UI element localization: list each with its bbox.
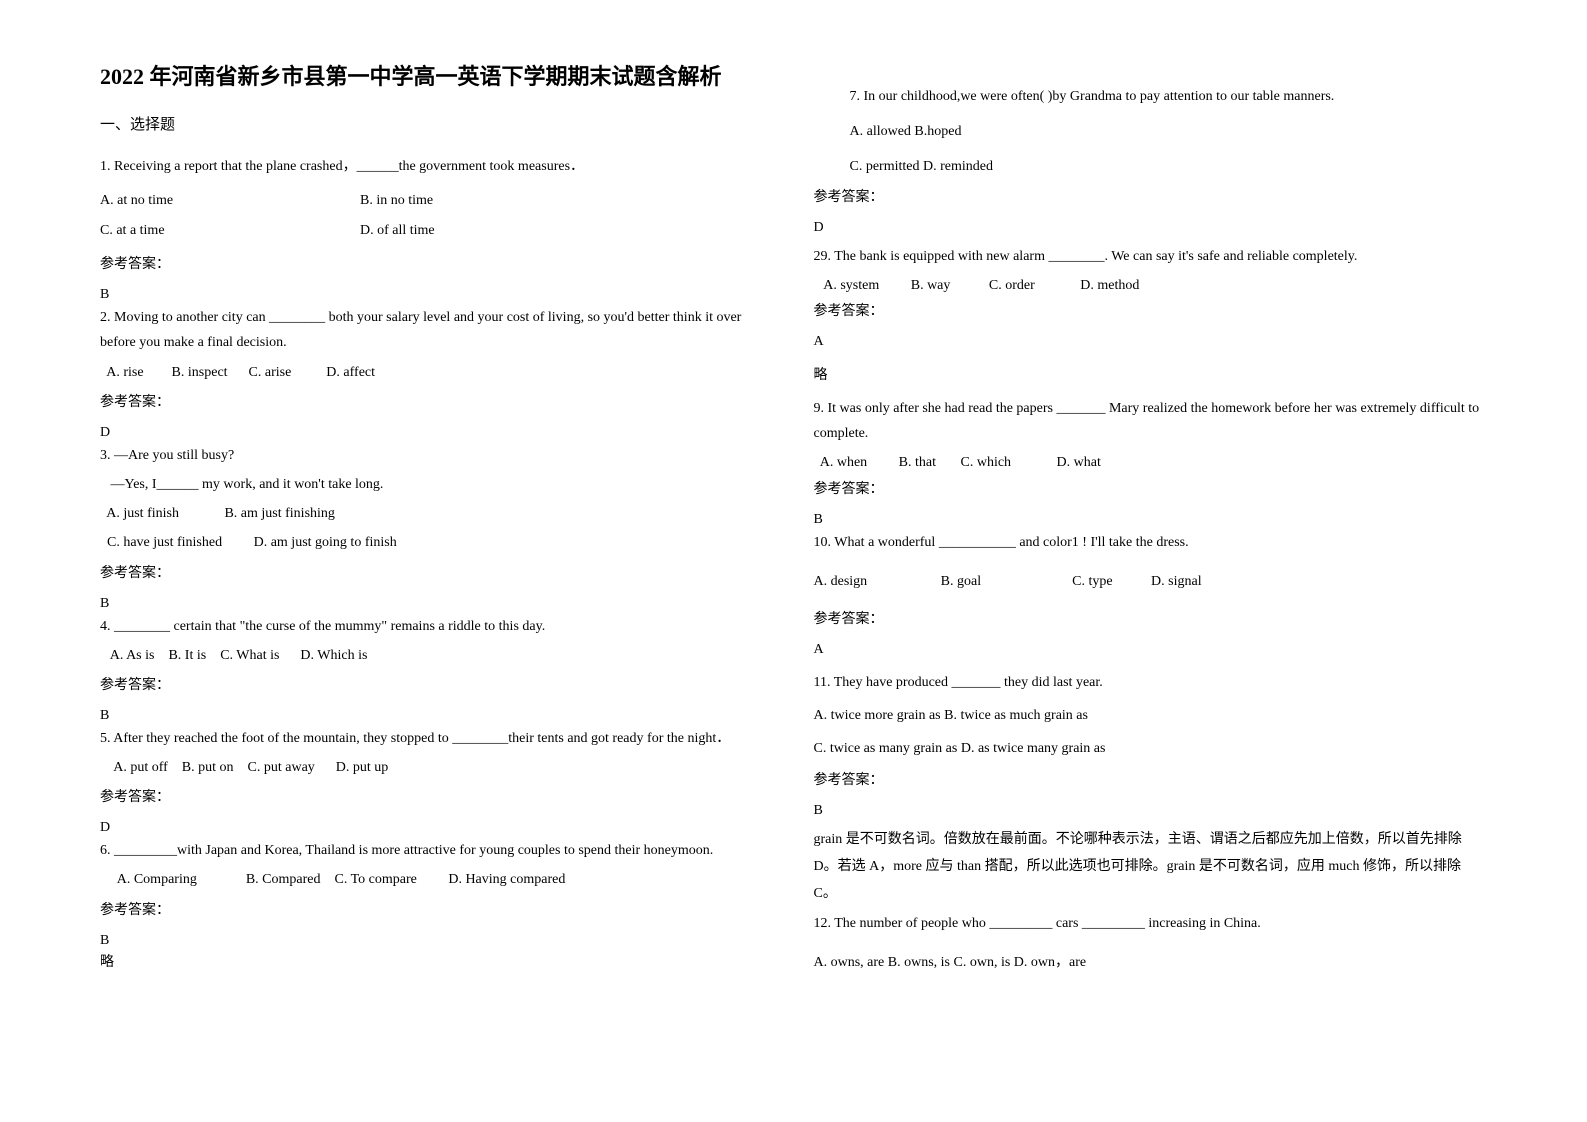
- q5-opts: A. put off B. put on C. put away D. put …: [100, 755, 774, 780]
- q10-answer: A: [814, 642, 1488, 658]
- q1-answer: B: [100, 287, 774, 303]
- q10-answer-label: 参考答案：: [814, 608, 1488, 628]
- q6-note: 略: [100, 951, 774, 971]
- q2-text: 2. Moving to another city can ________ b…: [100, 305, 774, 355]
- q3-answer: B: [100, 596, 774, 612]
- q29-opts: A. system B. way C. order D. method: [814, 273, 1488, 298]
- q1-options-row1: A. at no time B. in no time: [100, 193, 774, 209]
- q10-opts: A. design B. goal C. type D. signal: [814, 569, 1488, 594]
- q6-opts: A. Comparing B. Compared C. To compare D…: [100, 867, 774, 892]
- q6-answer: B: [100, 933, 774, 949]
- q11-explanation: grain 是不可数名词。倍数放在最前面。不论哪种表示法，主语、谓语之后都应先加…: [814, 827, 1488, 907]
- q29-text: 29. The bank is equipped with new alarm …: [814, 244, 1488, 269]
- q5-answer: D: [100, 820, 774, 836]
- q9-text: 9. It was only after she had read the pa…: [814, 396, 1488, 446]
- q11-opts2: C. twice as many grain as D. as twice ma…: [814, 736, 1488, 761]
- q29-answer: A: [814, 334, 1488, 350]
- q2-answer-label: 参考答案：: [100, 391, 774, 411]
- q4-text: 4. ________ certain that "the curse of t…: [100, 614, 774, 639]
- section-header: 一、选择题: [100, 113, 774, 134]
- q7-answer: D: [814, 220, 1488, 236]
- q1-opt-c: C. at a time: [100, 223, 360, 239]
- q3-answer-label: 参考答案：: [100, 562, 774, 582]
- q7-opts2: C. permitted D. reminded: [814, 154, 1488, 179]
- q7-answer-label: 参考答案：: [814, 186, 1488, 206]
- q5-text: 5. After they reached the foot of the mo…: [100, 726, 774, 751]
- q12-text: 12. The number of people who _________ c…: [814, 911, 1488, 936]
- q4-answer: B: [100, 708, 774, 724]
- q3-line1: 3. —Are you still busy?: [100, 443, 774, 468]
- q11-answer-label: 参考答案：: [814, 769, 1488, 789]
- q29-answer-label: 参考答案：: [814, 300, 1488, 320]
- q1-opt-b: B. in no time: [360, 193, 774, 209]
- left-column: 2022 年河南省新乡市县第一中学高一英语下学期期末试题含解析 一、选择题 1.…: [100, 60, 774, 976]
- q1-text: 1. Receiving a report that the plane cra…: [100, 154, 774, 179]
- q11-text: 11. They have produced _______ they did …: [814, 670, 1488, 695]
- q11-opts1: A. twice more grain as B. twice as much …: [814, 703, 1488, 728]
- q4-answer-label: 参考答案：: [100, 674, 774, 694]
- q9-answer: B: [814, 512, 1488, 528]
- q1-opt-a: A. at no time: [100, 193, 360, 209]
- q2-answer: D: [100, 425, 774, 441]
- right-column: 7. In our childhood,we were often( )by G…: [814, 60, 1488, 976]
- q10-text: 10. What a wonderful ___________ and col…: [814, 530, 1488, 555]
- document-page: 2022 年河南省新乡市县第一中学高一英语下学期期末试题含解析 一、选择题 1.…: [100, 60, 1487, 976]
- q6-answer-label: 参考答案：: [100, 899, 774, 919]
- q9-answer-label: 参考答案：: [814, 478, 1488, 498]
- q1-options-row2: C. at a time D. of all time: [100, 223, 774, 239]
- q7-text: 7. In our childhood,we were often( )by G…: [814, 84, 1488, 109]
- q1-answer-label: 参考答案：: [100, 253, 774, 273]
- q11-answer: B: [814, 803, 1488, 819]
- q7-opts1: A. allowed B.hoped: [814, 119, 1488, 144]
- q9-opts: A. when B. that C. which D. what: [814, 450, 1488, 475]
- q3-opts1: A. just finish B. am just finishing: [100, 501, 774, 526]
- q2-options: A. rise B. inspect C. arise D. affect: [100, 360, 774, 385]
- q3-opts2: C. have just finished D. am just going t…: [100, 530, 774, 555]
- q3-line2: —Yes, I______ my work, and it won't take…: [100, 472, 774, 497]
- document-title: 2022 年河南省新乡市县第一中学高一英语下学期期末试题含解析: [100, 60, 774, 93]
- q5-answer-label: 参考答案：: [100, 786, 774, 806]
- q29-note: 略: [814, 364, 1488, 384]
- q12-opts: A. owns, are B. owns, is C. own, is D. o…: [814, 950, 1488, 975]
- q6-text: 6. _________with Japan and Korea, Thaila…: [100, 838, 774, 863]
- q4-opts: A. As is B. It is C. What is D. Which is: [100, 643, 774, 668]
- q1-opt-d: D. of all time: [360, 223, 774, 239]
